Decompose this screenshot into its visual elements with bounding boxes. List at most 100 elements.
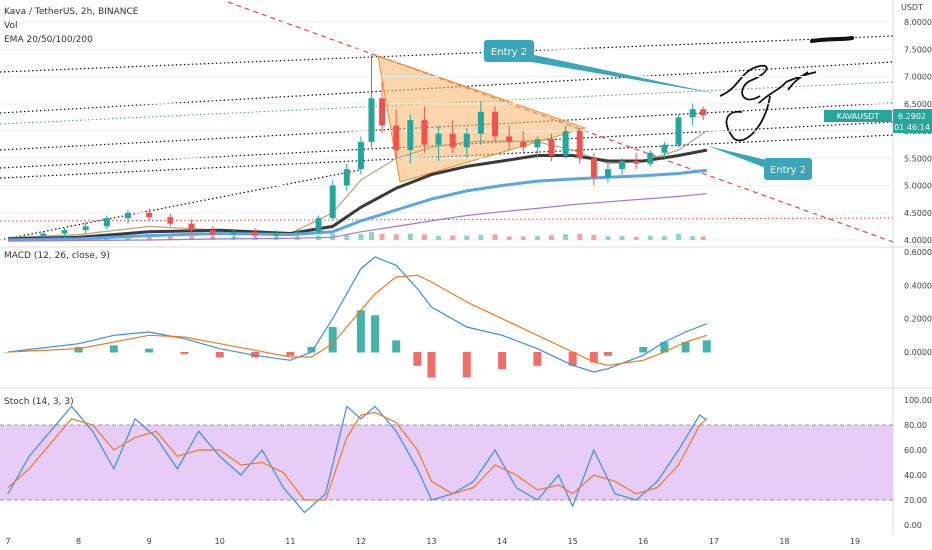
green-level-line[interactable] — [0, 81, 894, 125]
candle-body[interactable] — [82, 226, 89, 231]
volume-bar — [548, 235, 554, 240]
resistance-trendline-1[interactable] — [0, 35, 894, 73]
candle-body[interactable] — [188, 223, 195, 231]
macd-histogram-bar — [328, 327, 337, 353]
time-tick-label: 11 — [285, 537, 295, 546]
candle-body[interactable] — [562, 131, 569, 156]
resistance-trendline-2[interactable] — [0, 61, 894, 114]
candle-body[interactable] — [368, 98, 375, 142]
hand-drawn-projection-2[interactable] — [757, 71, 817, 105]
entry-callout-bottom[interactable]: Entry 2 — [708, 146, 812, 180]
macd-histogram-bar — [307, 347, 316, 353]
candle-body[interactable] — [407, 120, 414, 151]
candle-body[interactable] — [700, 109, 707, 116]
candle-body[interactable] — [146, 212, 153, 218]
candle-body[interactable] — [357, 141, 364, 170]
entry-callout-top[interactable]: Entry 2 — [484, 40, 718, 94]
volume-bar — [210, 236, 216, 240]
volume-bar — [661, 236, 667, 240]
entry-callout-bottom-box[interactable] — [764, 158, 812, 180]
candle-body[interactable] — [435, 133, 442, 145]
entry-callout-bottom-label: Entry 2 — [770, 165, 806, 176]
candle-body[interactable] — [315, 218, 322, 232]
candle-body[interactable] — [633, 160, 640, 164]
stoch-axis-ticks: 0.00 20.00 40.00 60.00 80.00 100.00 — [904, 396, 932, 530]
currency-label: USDT — [901, 3, 923, 12]
candle-body[interactable] — [167, 217, 174, 224]
entry-callout-top-box[interactable] — [484, 40, 534, 62]
candle-body[interactable] — [548, 139, 555, 156]
candle-body[interactable] — [103, 218, 110, 227]
stoch-band — [0, 425, 893, 500]
candle-body[interactable] — [492, 111, 499, 137]
stoch-tick-label: 80.00 — [904, 421, 927, 430]
candle-body[interactable] — [661, 144, 668, 153]
candle-body[interactable] — [604, 169, 611, 178]
candle-body[interactable] — [379, 98, 386, 126]
candle-body[interactable] — [449, 133, 456, 148]
time-tick-label: 14 — [497, 537, 507, 546]
ema-line-3 — [7, 168, 707, 242]
candle-body[interactable] — [343, 169, 350, 186]
support-trendline[interactable] — [0, 169, 361, 241]
candle-body[interactable] — [209, 230, 216, 235]
volume-bar — [393, 234, 399, 240]
macd-histogram-bar — [603, 352, 612, 356]
price-tick-label: 5.0000 — [904, 182, 932, 191]
time-tick-label: 12 — [356, 537, 366, 546]
price-tag-symbol-box — [824, 110, 892, 122]
stoch-tick-label: 20.00 — [904, 496, 927, 505]
macd-histogram-bar — [74, 347, 83, 353]
stoch-line-2 — [7, 411, 708, 501]
candle-body[interactable] — [647, 152, 654, 164]
volume-bar — [591, 234, 597, 240]
volume-bar — [690, 236, 696, 240]
hand-drawn-dip[interactable] — [725, 95, 771, 142]
candle-body[interactable] — [477, 111, 484, 134]
candle-body[interactable] — [534, 139, 541, 148]
volume-bar — [358, 234, 364, 240]
time-tick-label: 8 — [76, 537, 81, 546]
price-tag-value-box — [893, 109, 932, 133]
candlesticks[interactable] — [40, 54, 707, 239]
volume-bar — [450, 235, 456, 240]
candle-body[interactable] — [329, 185, 336, 219]
candle-body[interactable] — [520, 141, 527, 148]
candle-body[interactable] — [675, 117, 682, 145]
macd-histogram-bar — [589, 352, 598, 363]
candle-body[interactable] — [61, 230, 68, 234]
candle-body[interactable] — [506, 136, 513, 142]
volume-bar — [436, 235, 442, 240]
macd-tick-label: 0.2000 — [904, 315, 932, 324]
candle-body[interactable] — [393, 125, 400, 151]
volume-bar — [125, 236, 131, 240]
candle-body[interactable] — [124, 212, 131, 219]
time-tick-label: 18 — [779, 537, 789, 546]
volume-bar — [520, 236, 526, 240]
candle-body[interactable] — [294, 231, 301, 234]
candle-body[interactable] — [689, 109, 696, 118]
chart-title: Kava / TetherUS, 2h, BINANCE — [4, 7, 139, 17]
price-tick-label: 8.0000 — [904, 18, 932, 27]
candle-body[interactable] — [463, 133, 470, 148]
candle-body[interactable] — [230, 231, 237, 235]
candle-body[interactable] — [576, 131, 583, 159]
candle-body[interactable] — [421, 120, 428, 145]
macd-histogram-bar — [639, 347, 648, 353]
macd-histogram-bar — [413, 352, 422, 366]
candle-body[interactable] — [273, 233, 280, 236]
hand-drawn-projection-1[interactable] — [719, 64, 768, 101]
hand-drawn-target-mark[interactable] — [810, 36, 854, 43]
channel-trendline-1[interactable] — [0, 102, 894, 151]
volume-bar — [577, 234, 583, 240]
candle-body[interactable] — [252, 231, 259, 236]
candle-body[interactable] — [40, 233, 47, 236]
time-tick-label: 17 — [709, 537, 719, 546]
channel-trendline-2[interactable] — [0, 121, 894, 169]
channel-trendline-3[interactable] — [0, 134, 894, 179]
candle-body[interactable] — [590, 158, 597, 178]
candle-body[interactable] — [619, 160, 626, 170]
price-tag[interactable]: KAVAUSDT 6.2902 01:46:14 — [824, 109, 932, 133]
macd-histogram-bar — [4, 352, 12, 353]
